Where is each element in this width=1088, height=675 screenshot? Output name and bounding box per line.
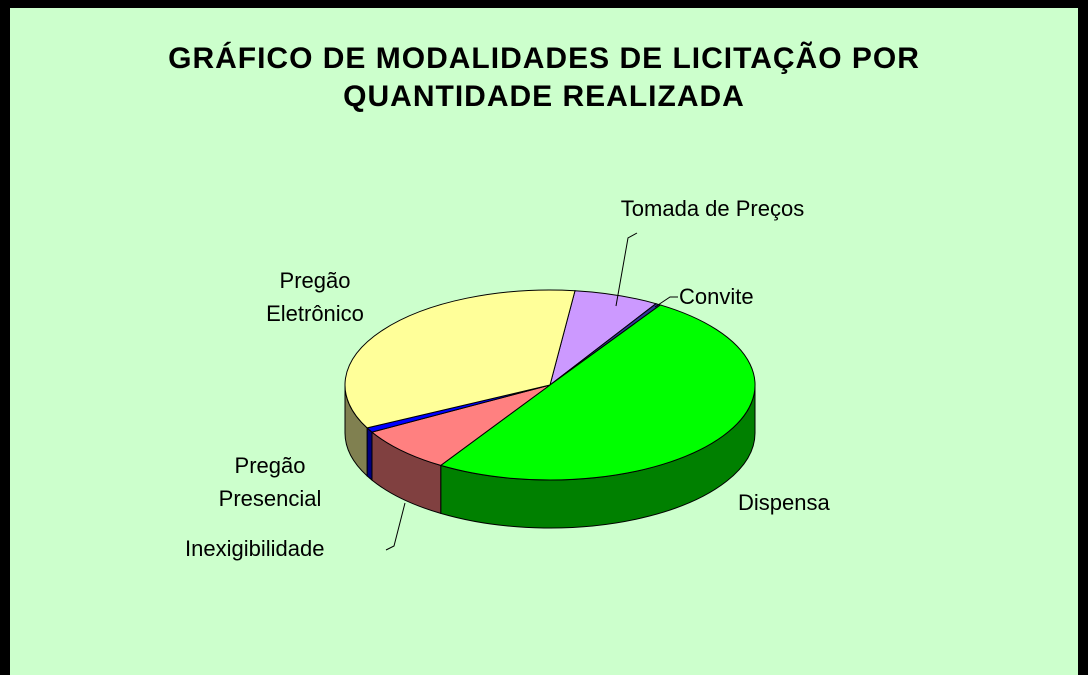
leader-line (385, 502, 406, 551)
slice-side (366, 426, 373, 482)
leader-lines (385, 232, 678, 551)
slice-label: Pregão Eletrônico (266, 268, 364, 326)
slice-label: Convite (679, 284, 754, 309)
slice (344, 289, 576, 429)
slice (370, 384, 551, 466)
leader-line (615, 232, 638, 307)
slice-label: Inexigibilidade (185, 536, 325, 561)
slice (439, 304, 756, 481)
slice-label: Tomada de Preços (620, 196, 805, 221)
pie-area (344, 232, 756, 551)
chart-title: GRÁFICO DE MODALIDADES DE LICITAÇÃO POR … (168, 42, 920, 113)
slice-label: Pregão Presencial (218, 453, 322, 511)
leader-line (654, 296, 678, 308)
slice-label: Dispensa (738, 490, 830, 515)
